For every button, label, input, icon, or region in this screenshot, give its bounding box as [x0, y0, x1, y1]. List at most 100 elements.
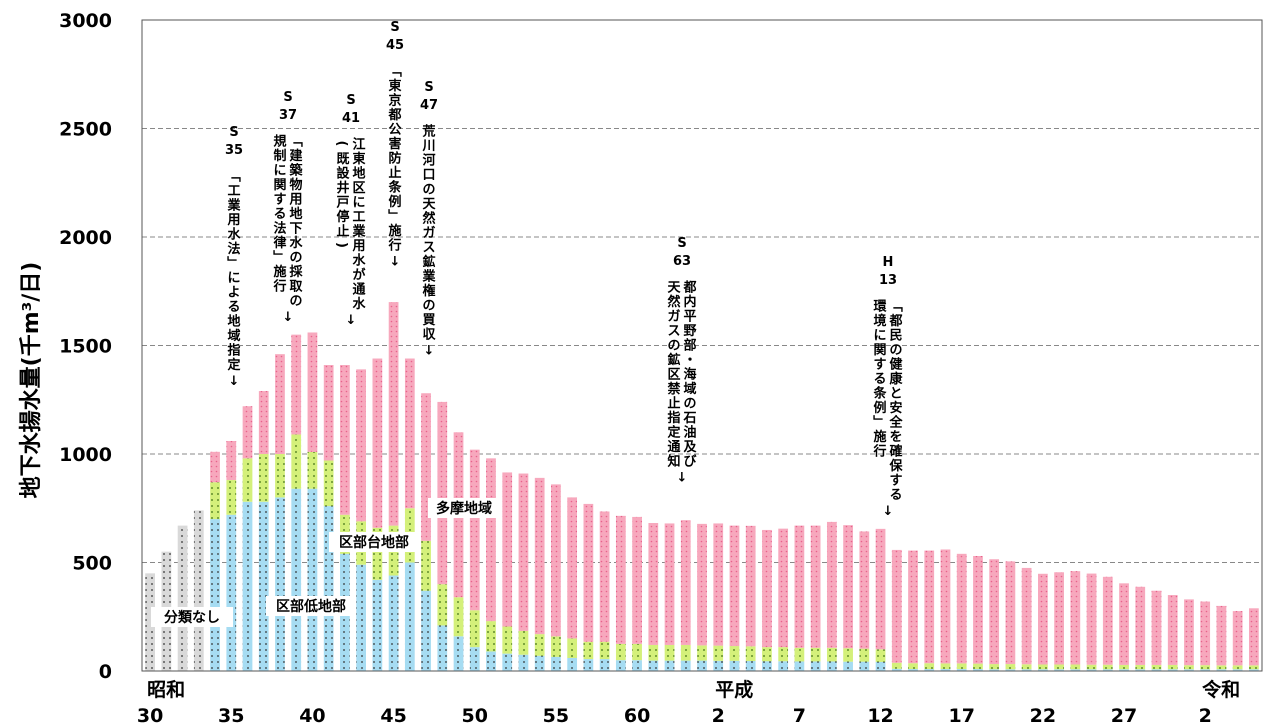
area-label-bg	[151, 607, 233, 627]
annotation-text: 河	[422, 153, 435, 169]
annotation-text: )	[334, 242, 349, 248]
annotation-text: 」	[871, 415, 886, 428]
annotation-text: ガ	[422, 226, 435, 241]
plot-frame	[141, 19, 1263, 672]
bar-texture	[469, 449, 480, 611]
annotation-text: 業	[226, 198, 241, 214]
y-tick-label: 1000	[59, 444, 112, 466]
annotation-text: が	[352, 267, 365, 283]
bar-texture	[1135, 664, 1146, 670]
bar-texture	[713, 660, 724, 671]
bar-texture	[486, 651, 496, 671]
bar-texture	[177, 525, 188, 671]
area-label-bg	[266, 596, 356, 616]
bar-texture	[534, 634, 545, 656]
bar-texture	[762, 529, 772, 648]
annotation-text: 安	[889, 400, 902, 416]
annotation-text: 用	[288, 193, 302, 208]
annotation-text: 水	[289, 235, 303, 251]
annotation-text: の	[289, 251, 302, 266]
area-label-bg	[329, 532, 419, 552]
bar-texture	[826, 661, 837, 671]
bar-texture	[973, 555, 983, 664]
annotation-text: 害	[388, 136, 401, 152]
x-tick-label: 12	[867, 705, 893, 726]
bar-texture	[551, 656, 561, 671]
annotation-year: 35	[225, 143, 243, 158]
bar-texture	[1070, 571, 1081, 665]
annotation-arrow: ↓	[346, 313, 357, 328]
bar-texture	[356, 564, 366, 671]
bar-texture	[210, 519, 220, 671]
bar-texture	[729, 646, 740, 661]
bar-texture	[891, 668, 902, 671]
bar-texture	[242, 501, 253, 671]
bar-texture	[826, 647, 837, 662]
bar-texture	[372, 358, 383, 528]
annotation-text: 井	[336, 180, 349, 196]
bar-texture	[680, 660, 691, 671]
annotation-text: 業	[351, 224, 366, 240]
annotation-text: ス	[422, 241, 435, 256]
annotation-era: S	[283, 90, 292, 105]
annotation-text: 全	[888, 415, 903, 431]
bar-texture	[1021, 664, 1032, 670]
bar-texture	[1119, 664, 1129, 670]
annotation-text: 行	[272, 279, 286, 295]
annotation-year: 37	[279, 108, 297, 123]
annotation-era: S	[424, 80, 433, 95]
annotation-text: る	[273, 207, 286, 222]
annotation-era: S	[677, 236, 686, 251]
era-label: 令和	[1202, 678, 1240, 701]
annotation-text: ス	[667, 324, 680, 339]
annotation-text: 地	[289, 206, 302, 222]
x-tick-label: 60	[624, 705, 650, 726]
bar-texture	[794, 661, 805, 671]
annotation-text: 」	[386, 209, 401, 222]
annotation-text: 物	[289, 177, 302, 193]
annotation-text: 規	[273, 135, 286, 150]
bar-texture	[421, 393, 431, 541]
bar-texture	[551, 636, 561, 657]
bar-texture	[404, 358, 415, 509]
bar-texture	[859, 531, 870, 649]
plot-border	[141, 19, 1263, 672]
bar-texture	[1005, 664, 1016, 670]
annotation-text: 禁	[667, 381, 680, 397]
bar-texture	[940, 669, 951, 671]
bar-texture	[323, 460, 334, 507]
bar-texture	[486, 458, 496, 622]
y-tick-label: 0	[99, 661, 112, 683]
annotation-text: 定	[666, 425, 680, 441]
bar-texture	[583, 659, 594, 671]
x-tick-labels: 30 35 40 45 50 55 60 2 7 12 17 22 27 2昭和 平成 令和	[137, 678, 1240, 726]
x-tick-label: 30	[137, 705, 163, 726]
bar-texture	[275, 497, 285, 671]
bar-texture	[307, 488, 318, 671]
annotation-arrow: ↓	[283, 310, 294, 325]
bar-texture	[583, 503, 594, 642]
annotation-text: 荒	[421, 124, 435, 140]
bar-texture	[193, 510, 204, 671]
bar-texture	[1054, 572, 1064, 665]
annotation-era: S	[390, 20, 399, 35]
annotation-text: 環	[873, 300, 887, 315]
bar-texture	[388, 575, 399, 671]
annotation-text: 止	[388, 165, 401, 181]
annotation-text: 」	[225, 256, 240, 269]
bar-texture	[956, 553, 967, 664]
bar-texture	[632, 660, 642, 671]
bar-texture	[437, 625, 448, 671]
annotation-text: 天	[422, 197, 436, 212]
bar-texture	[697, 645, 707, 661]
annotation-text: る	[873, 372, 886, 387]
y-tick-label: 2000	[59, 227, 112, 249]
annotation-text: 江	[352, 137, 365, 153]
area-label: 区部低地部	[276, 598, 346, 615]
bar-texture	[778, 528, 789, 648]
bar-texture	[648, 644, 659, 661]
bar-texture	[275, 454, 285, 498]
bar-texture	[956, 669, 967, 671]
